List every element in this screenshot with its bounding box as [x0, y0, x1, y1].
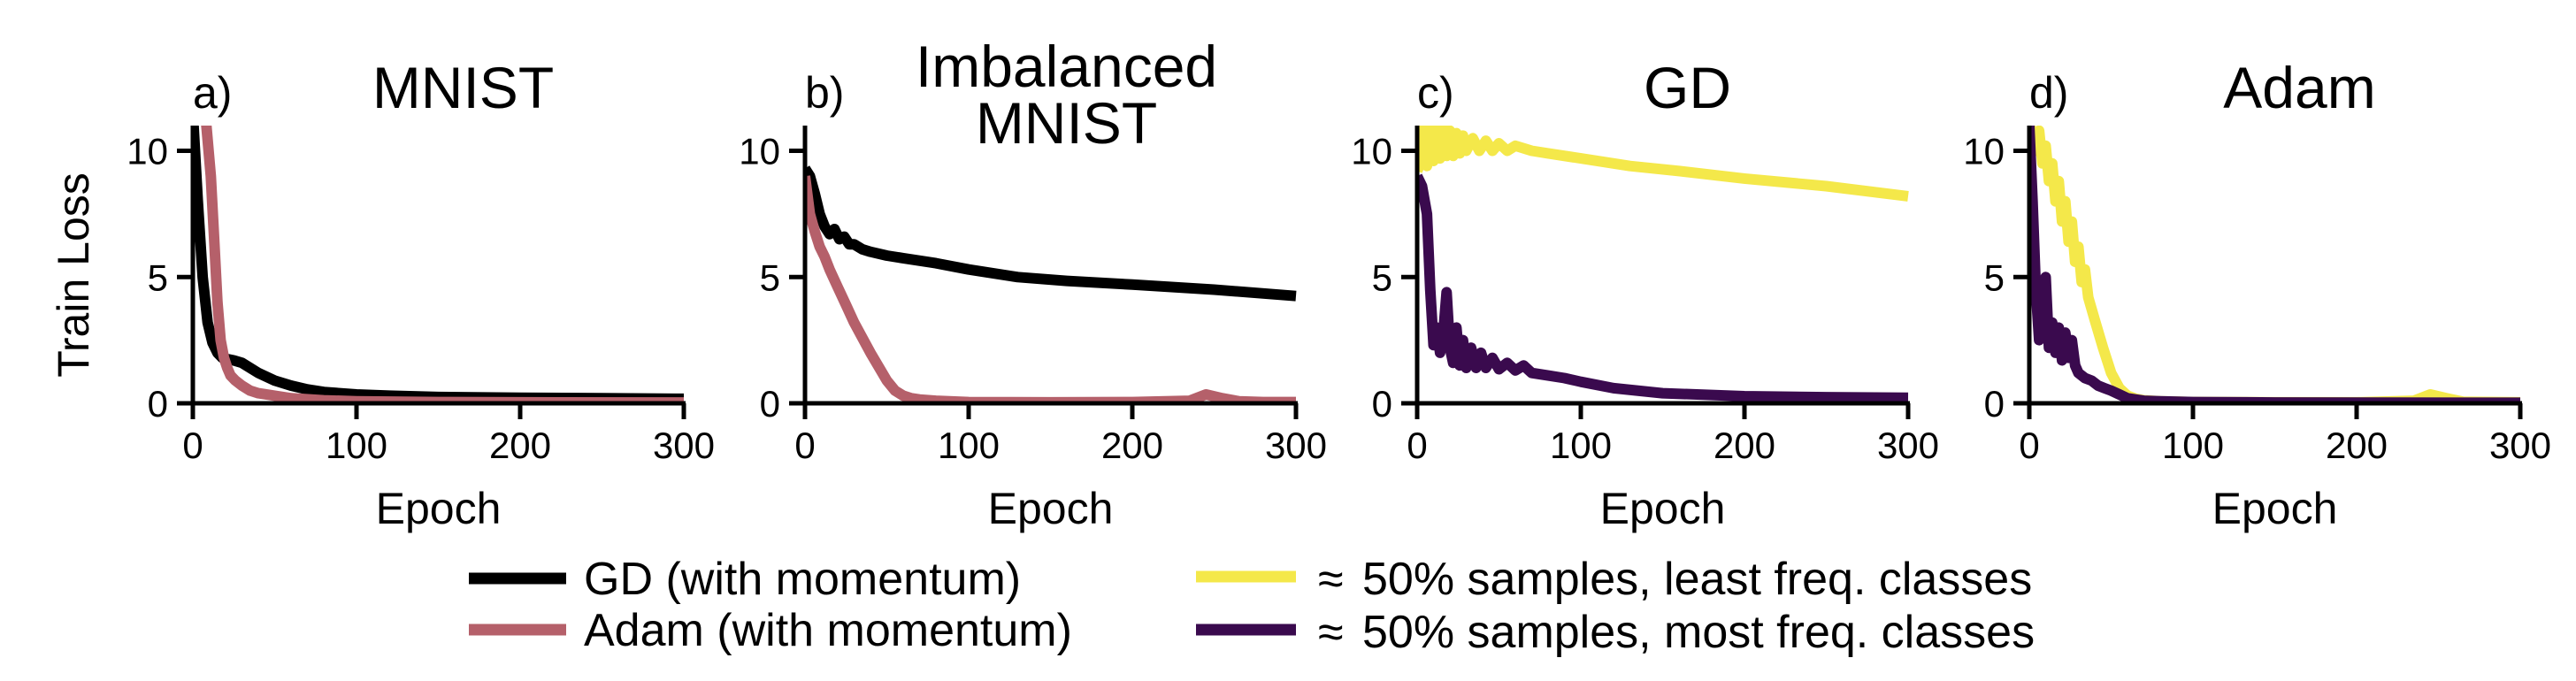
y-tick-label: 5 — [1372, 256, 1392, 298]
y-tick-label: 5 — [1984, 256, 2005, 298]
y-tick-label: 5 — [760, 256, 780, 298]
x-tick-label: 300 — [653, 425, 715, 466]
panel-letter: d) — [2029, 68, 2068, 118]
y-tick-label: 10 — [739, 131, 780, 172]
series-group — [805, 165, 1297, 403]
y-tick-label: 5 — [148, 256, 168, 298]
x-tick-label: 0 — [182, 425, 203, 466]
x-axis-label: Epoch — [376, 484, 502, 533]
series-line-gd — [193, 126, 685, 403]
x-tick-label: 300 — [2489, 425, 2551, 466]
legend-approx-most: ≈ — [1318, 607, 1344, 658]
y-tick-label: 10 — [126, 131, 168, 172]
series-line-adam — [805, 175, 1296, 403]
x-tick-label: 0 — [2019, 425, 2039, 466]
series-line-least-freq — [2029, 126, 2521, 403]
x-tick-label: 0 — [794, 425, 815, 466]
y-tick-label: 0 — [760, 383, 780, 425]
y-tick-label: 0 — [148, 383, 168, 425]
x-tick-label: 200 — [1714, 425, 1775, 466]
y-axis-label: Train Loss — [49, 172, 98, 378]
panel-letter: b) — [805, 68, 844, 118]
series-group — [2029, 126, 2521, 403]
x-tick-label: 0 — [1407, 425, 1427, 466]
x-tick-label: 100 — [1550, 425, 1612, 466]
x-tick-label: 200 — [1101, 425, 1163, 466]
chart-panel-3: 0 100 200 300 0 5 10 Epoch c) GD — [1351, 55, 1939, 533]
panel-title: MNIST — [372, 55, 554, 120]
series-line-most-freq — [2029, 126, 2521, 403]
series-line-adam — [201, 126, 685, 403]
x-tick-label: 200 — [489, 425, 551, 466]
series-line-gd — [805, 165, 1297, 302]
y-tick-label: 0 — [1372, 383, 1392, 425]
legend-approx-least: ≈ — [1318, 554, 1344, 605]
chart-panel-1: 0 100 200 300 0 5 10 Epoch Train Loss a) MNIST — [49, 55, 715, 533]
y-tick-label: 10 — [1963, 131, 2005, 172]
panel-title-line: MNIST — [976, 90, 1157, 156]
x-axis-label: Epoch — [2212, 484, 2338, 533]
chart-panel-4: 0 100 200 300 0 5 10 Epoch d) Adam — [1963, 55, 2551, 533]
x-tick-label: 200 — [2326, 425, 2388, 466]
x-tick-label: 300 — [1265, 425, 1327, 466]
legend-label-adam: Adam (with momentum) — [584, 605, 1072, 656]
legend: GD (with momentum) Adam (with momentum) … — [469, 554, 2035, 658]
x-tick-label: 100 — [938, 425, 1000, 466]
legend-label-gd: GD (with momentum) — [584, 554, 1021, 605]
x-axis-label: Epoch — [988, 484, 1114, 533]
legend-label-least-freq: 50% samples, least freq. classes — [1362, 554, 2032, 605]
x-axis-label: Epoch — [1600, 484, 1726, 533]
panel-title: GD — [1644, 55, 1731, 120]
x-tick-label: 300 — [1877, 425, 1939, 466]
series-line-least-freq — [1417, 126, 1909, 202]
series-group — [193, 126, 685, 403]
x-tick-label: 100 — [326, 425, 387, 466]
series-line-most-freq — [1417, 173, 1909, 403]
panel-title-line: Imbalanced — [916, 34, 1217, 99]
series-group — [1417, 126, 1909, 403]
panel-letter: a) — [193, 68, 232, 118]
y-tick-label: 0 — [1984, 383, 2005, 425]
panel-title: Adam — [2223, 55, 2375, 120]
y-tick-label: 10 — [1351, 131, 1392, 172]
panel-letter: c) — [1417, 68, 1454, 118]
x-tick-label: 100 — [2162, 425, 2224, 466]
legend-label-most-freq: 50% samples, most freq. classes — [1362, 607, 2035, 658]
